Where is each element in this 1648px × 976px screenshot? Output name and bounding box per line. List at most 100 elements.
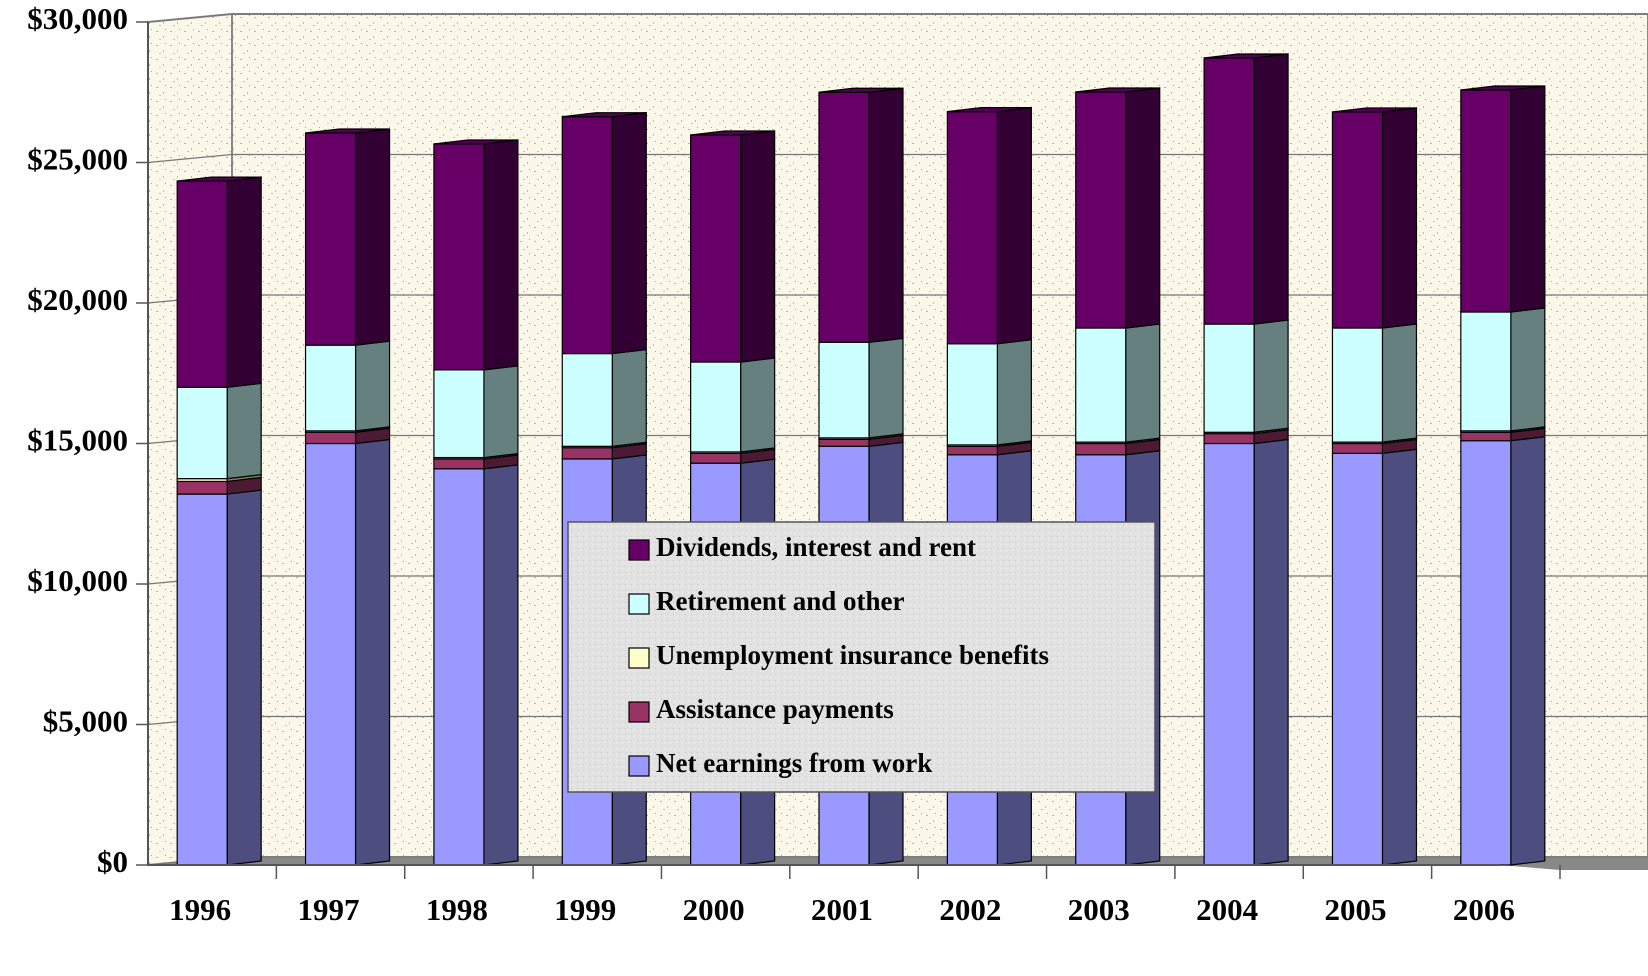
x-tick-label: 2000: [683, 892, 745, 927]
bar-segment: [433, 464, 519, 866]
y-tick-label: $25,000: [27, 142, 128, 177]
bar-front: [561, 447, 613, 460]
bar-side: [611, 112, 647, 355]
bar-side: [740, 130, 776, 363]
x-tick-label: 1997: [298, 892, 360, 927]
bar-segment: [1203, 438, 1289, 866]
bar-segment: [946, 106, 1032, 345]
bar-front: [176, 493, 228, 866]
bar-front: [1075, 442, 1127, 456]
bar-segment: [946, 339, 1032, 446]
bar-side: [1125, 323, 1161, 443]
x-tick-label: 2006: [1453, 892, 1515, 927]
bar-segment: [1203, 53, 1289, 325]
bar-front: [1460, 431, 1512, 442]
bar-front: [176, 180, 228, 388]
bar-side: [1510, 436, 1546, 866]
bar-side: [1381, 107, 1418, 329]
bar-front: [1460, 440, 1512, 866]
bar-side: [226, 382, 262, 480]
bar-front: [304, 132, 357, 346]
bar-segment: [1203, 319, 1289, 433]
bar-front: [304, 442, 357, 866]
bar-side: [226, 489, 262, 866]
bar-side: [354, 340, 391, 432]
bar-side: [1381, 323, 1418, 443]
legend-label: Dividends, interest and rent: [656, 532, 976, 562]
x-tick-label: 2001: [811, 892, 873, 927]
bar-segment: [1331, 448, 1418, 866]
bar-top: [1204, 53, 1289, 59]
bar-side: [354, 128, 391, 346]
bar-front: [818, 341, 870, 439]
bar-segment: [1331, 323, 1418, 443]
legend-label: Assistance payments: [656, 694, 894, 724]
legend-swatch: [628, 539, 650, 561]
bar-side: [611, 348, 647, 447]
bar-segment: [433, 139, 519, 371]
bar-front: [818, 91, 870, 343]
bar-front: [818, 438, 870, 447]
x-tick-label: 1999: [554, 892, 616, 927]
bar-segment: [1460, 85, 1546, 313]
bar-side: [996, 339, 1032, 446]
bar-segment: [176, 489, 262, 866]
bar-top: [1460, 85, 1545, 91]
x-tick-label: 1996: [169, 892, 231, 927]
bar-front: [1331, 327, 1384, 443]
bar-front: [1331, 442, 1384, 454]
bar-front: [1075, 327, 1127, 443]
bar-side: [483, 464, 519, 866]
bar-front: [1331, 452, 1384, 866]
bar-top: [433, 139, 518, 145]
bar-segment: [1460, 307, 1546, 432]
legend-label: Net earnings from work: [656, 748, 932, 778]
x-tick-label: 2002: [939, 892, 1001, 927]
bar-segment: [561, 348, 647, 447]
bar-segment: [690, 130, 776, 363]
bar-side: [354, 438, 391, 866]
bar-side: [1253, 53, 1289, 325]
bar-side: [868, 87, 904, 344]
legend-swatch: [628, 593, 650, 615]
bar-segment: [176, 476, 262, 495]
legend-label: Unemployment insurance benefits: [656, 640, 1049, 670]
bar-front: [433, 143, 485, 371]
bar-segment: [818, 87, 904, 344]
grid-line: [147, 13, 1648, 23]
y-tick-label: $0: [97, 844, 128, 879]
bar-front: [1331, 111, 1384, 329]
bar-top: [305, 128, 390, 134]
bar-top: [690, 130, 775, 136]
bar-front: [946, 111, 998, 345]
bar-front: [1203, 442, 1255, 866]
bar-segment: [176, 176, 262, 388]
bar-side: [740, 357, 776, 453]
bar-top: [1075, 87, 1160, 93]
x-tick-label: 1998: [426, 892, 488, 927]
bar-front: [304, 431, 357, 445]
bar-top: [1332, 107, 1417, 113]
bar-front: [433, 458, 485, 470]
legend-label: Retirement and other: [656, 586, 904, 616]
bar-top: [947, 107, 1032, 113]
bar-segment: [304, 340, 391, 432]
bar-top: [177, 176, 262, 182]
bar-front: [1203, 323, 1255, 433]
bar-side: [1510, 307, 1546, 432]
bar-front: [433, 369, 485, 459]
bar-front: [690, 134, 742, 363]
bar-segment: [818, 337, 904, 439]
y-tick-label: $10,000: [27, 563, 128, 598]
bar-side: [483, 139, 519, 371]
bar-front: [690, 361, 742, 453]
legend: Net earnings from work Assistance payment…: [567, 521, 1156, 793]
bar-front: [690, 452, 742, 464]
legend-swatch: [628, 755, 650, 777]
bar-front: [946, 343, 998, 446]
bar-segment: [561, 443, 647, 460]
bar-side: [996, 106, 1032, 345]
y-tick-label: $30,000: [27, 1, 128, 36]
y-tick-label: $5,000: [43, 704, 128, 739]
